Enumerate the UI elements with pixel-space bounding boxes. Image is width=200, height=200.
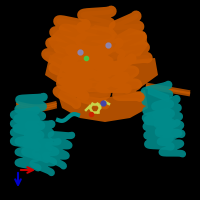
Polygon shape bbox=[118, 28, 148, 58]
Polygon shape bbox=[82, 25, 120, 55]
Polygon shape bbox=[58, 88, 148, 122]
Polygon shape bbox=[45, 55, 158, 92]
Polygon shape bbox=[48, 28, 82, 52]
